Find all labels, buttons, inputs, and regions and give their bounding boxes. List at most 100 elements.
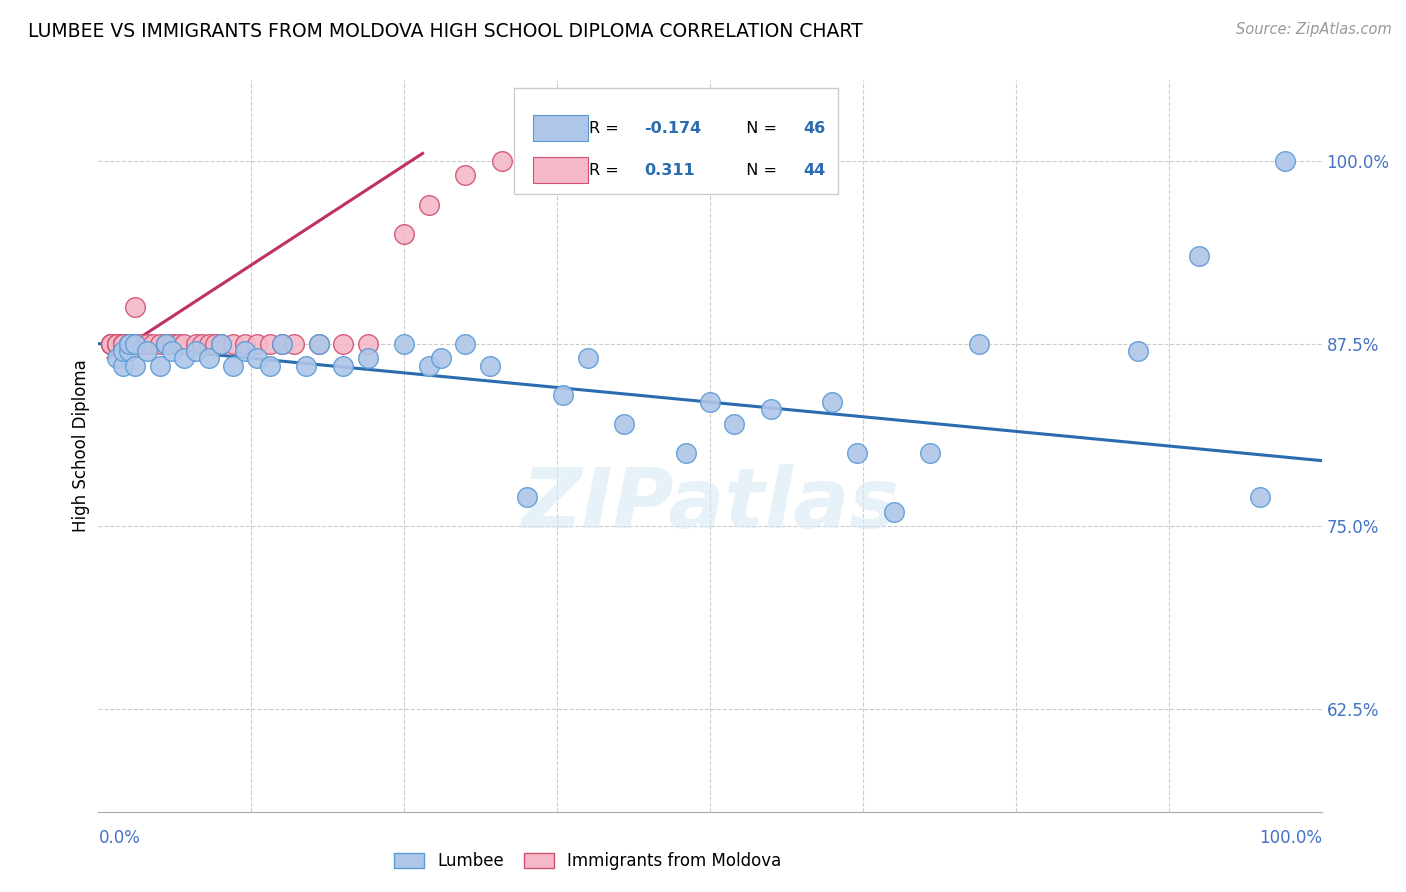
FancyBboxPatch shape bbox=[533, 157, 589, 184]
Point bbox=[418, 197, 440, 211]
Text: 100.0%: 100.0% bbox=[1258, 830, 1322, 847]
Point bbox=[100, 336, 122, 351]
Point bbox=[105, 351, 128, 366]
Point bbox=[699, 395, 721, 409]
Legend: Lumbee, Immigrants from Moldova: Lumbee, Immigrants from Moldova bbox=[387, 846, 789, 877]
Point bbox=[392, 336, 416, 351]
Point bbox=[111, 336, 134, 351]
Point bbox=[111, 343, 134, 358]
Point bbox=[105, 336, 128, 351]
Point bbox=[111, 359, 134, 373]
Point bbox=[553, 388, 575, 402]
Point bbox=[155, 336, 177, 351]
Point bbox=[270, 336, 294, 351]
Text: 46: 46 bbox=[803, 120, 825, 136]
Point bbox=[723, 417, 745, 431]
Text: N =: N = bbox=[735, 162, 782, 178]
Point bbox=[136, 336, 159, 351]
Point bbox=[105, 336, 128, 351]
Point bbox=[233, 343, 256, 358]
Point bbox=[118, 336, 141, 351]
Text: R =: R = bbox=[589, 120, 624, 136]
Point bbox=[118, 343, 141, 358]
Point bbox=[259, 336, 281, 351]
Point bbox=[173, 351, 195, 366]
Point bbox=[186, 343, 208, 358]
Point bbox=[204, 336, 226, 351]
Point bbox=[209, 336, 232, 351]
Text: N =: N = bbox=[735, 120, 782, 136]
Point bbox=[111, 336, 134, 351]
Point bbox=[454, 169, 477, 183]
Point bbox=[1128, 343, 1150, 358]
Text: 44: 44 bbox=[803, 162, 825, 178]
Point bbox=[160, 343, 183, 358]
Point bbox=[129, 336, 152, 351]
Point bbox=[356, 351, 378, 366]
Point bbox=[124, 336, 146, 351]
Point bbox=[100, 336, 122, 351]
Text: 0.311: 0.311 bbox=[644, 162, 695, 178]
Point bbox=[283, 336, 305, 351]
Text: R =: R = bbox=[589, 162, 624, 178]
Point bbox=[118, 336, 141, 351]
Point bbox=[259, 359, 281, 373]
Point bbox=[124, 300, 146, 314]
Point bbox=[576, 351, 599, 366]
Point bbox=[222, 336, 245, 351]
Point bbox=[920, 446, 942, 460]
Point bbox=[308, 336, 330, 351]
Point bbox=[845, 446, 868, 460]
Text: -0.174: -0.174 bbox=[644, 120, 702, 136]
Point bbox=[197, 336, 219, 351]
Point bbox=[430, 351, 453, 366]
Point bbox=[124, 336, 146, 351]
Point bbox=[454, 336, 477, 351]
Point bbox=[392, 227, 416, 241]
Text: LUMBEE VS IMMIGRANTS FROM MOLDOVA HIGH SCHOOL DIPLOMA CORRELATION CHART: LUMBEE VS IMMIGRANTS FROM MOLDOVA HIGH S… bbox=[28, 22, 863, 41]
Point bbox=[173, 336, 195, 351]
Point bbox=[111, 336, 134, 351]
Point bbox=[197, 351, 219, 366]
Point bbox=[100, 336, 122, 351]
Point bbox=[111, 336, 134, 351]
Point bbox=[295, 359, 318, 373]
Point bbox=[1188, 249, 1211, 263]
Point bbox=[233, 336, 256, 351]
Point bbox=[883, 505, 905, 519]
Point bbox=[967, 336, 990, 351]
Point bbox=[1274, 153, 1296, 168]
Point bbox=[491, 153, 513, 168]
Point bbox=[821, 395, 844, 409]
Point bbox=[761, 402, 783, 417]
Point bbox=[167, 336, 190, 351]
Point bbox=[136, 336, 159, 351]
Text: 0.0%: 0.0% bbox=[98, 830, 141, 847]
Point bbox=[100, 336, 122, 351]
Point bbox=[105, 336, 128, 351]
Point bbox=[118, 336, 141, 351]
FancyBboxPatch shape bbox=[515, 87, 838, 194]
Point bbox=[191, 336, 214, 351]
Text: Source: ZipAtlas.com: Source: ZipAtlas.com bbox=[1236, 22, 1392, 37]
Point bbox=[478, 359, 501, 373]
Point bbox=[100, 336, 122, 351]
Point bbox=[149, 359, 172, 373]
Point bbox=[332, 336, 354, 351]
Point bbox=[418, 359, 440, 373]
Point bbox=[246, 351, 269, 366]
Point bbox=[613, 417, 636, 431]
Point bbox=[136, 343, 159, 358]
FancyBboxPatch shape bbox=[533, 115, 589, 142]
Point bbox=[356, 336, 378, 351]
Point bbox=[142, 336, 165, 351]
Point bbox=[124, 359, 146, 373]
Point bbox=[515, 490, 537, 504]
Point bbox=[149, 336, 172, 351]
Point bbox=[332, 359, 354, 373]
Point bbox=[270, 336, 294, 351]
Point bbox=[209, 336, 232, 351]
Point bbox=[222, 359, 245, 373]
Point bbox=[160, 336, 183, 351]
Y-axis label: High School Diploma: High School Diploma bbox=[72, 359, 90, 533]
